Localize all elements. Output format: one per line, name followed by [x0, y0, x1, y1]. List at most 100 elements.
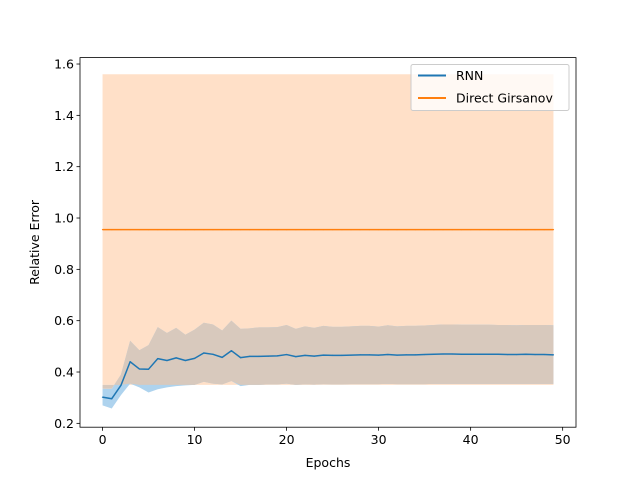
data-point	[258, 355, 260, 357]
data-point	[405, 354, 407, 356]
data-point	[460, 228, 463, 231]
data-point	[157, 228, 159, 231]
x-axis-label: Epochs	[306, 455, 351, 470]
data-point	[313, 228, 315, 231]
x-tick-label: 50	[555, 432, 571, 447]
data-point	[138, 228, 140, 231]
legend-label-direct-girsanov: Direct Girsanov	[456, 91, 553, 106]
data-point	[350, 228, 352, 231]
x-axis-ticks: 0 10 20 30 40 50	[99, 427, 571, 447]
data-point	[341, 354, 343, 356]
data-point	[442, 228, 444, 231]
data-point	[129, 361, 131, 363]
legend-box	[410, 64, 570, 111]
legend-label-rnn: RNN	[456, 68, 483, 83]
data-point	[350, 354, 352, 356]
data-point	[451, 228, 453, 231]
data-point	[304, 228, 306, 231]
data-point	[433, 353, 435, 355]
data-point	[221, 228, 223, 231]
data-point	[433, 228, 435, 231]
data-point	[424, 353, 426, 356]
data-point	[414, 354, 417, 356]
y-tick-label: 1.4	[54, 108, 74, 123]
data-point	[166, 359, 168, 362]
data-point	[166, 228, 168, 231]
y-tick-label: 1.0	[54, 211, 74, 226]
data-point	[387, 228, 389, 231]
data-point	[470, 228, 472, 231]
data-point	[405, 228, 407, 231]
data-point	[295, 356, 297, 358]
data-point	[138, 368, 140, 370]
data-point	[488, 353, 490, 355]
data-point	[295, 228, 297, 231]
x-tick-label: 0	[99, 432, 107, 447]
data-point	[267, 355, 269, 357]
points-rnn	[101, 350, 555, 400]
data-point	[451, 353, 453, 355]
data-point	[175, 357, 177, 359]
data-point	[285, 353, 288, 356]
series-lines	[101, 228, 555, 400]
data-point	[193, 228, 196, 231]
data-point	[111, 228, 113, 231]
data-point	[359, 228, 361, 231]
data-point	[101, 396, 104, 398]
x-tick-label: 10	[187, 432, 203, 447]
data-point	[221, 356, 223, 358]
data-point	[193, 357, 196, 360]
data-point	[516, 228, 518, 231]
data-point	[285, 228, 288, 231]
data-point	[497, 228, 499, 231]
data-point	[543, 228, 545, 231]
data-point	[322, 354, 324, 356]
data-point	[506, 353, 509, 356]
data-point	[212, 228, 214, 231]
data-point	[147, 228, 150, 231]
data-point	[203, 228, 205, 231]
data-point	[497, 353, 499, 355]
data-point	[534, 353, 536, 356]
data-point	[378, 354, 380, 356]
y-tick-label: 0.6	[54, 313, 74, 328]
data-point	[120, 384, 122, 386]
data-point	[525, 353, 527, 355]
data-point	[396, 228, 398, 231]
data-point	[239, 357, 242, 359]
data-point	[322, 228, 324, 231]
data-point	[442, 353, 444, 355]
data-point	[267, 228, 269, 231]
data-point	[424, 228, 426, 231]
data-point	[230, 350, 232, 352]
data-point	[184, 359, 186, 362]
y-tick-label: 0.4	[54, 365, 74, 380]
data-point	[157, 358, 159, 360]
data-point	[120, 228, 122, 231]
data-point	[258, 228, 260, 231]
data-point	[396, 354, 398, 356]
data-point	[332, 354, 334, 356]
data-point	[249, 228, 251, 231]
data-point	[479, 353, 481, 355]
data-point	[101, 228, 104, 231]
confidence-bands	[102, 74, 554, 409]
x-tick-label: 30	[371, 432, 387, 447]
data-point	[414, 228, 417, 231]
data-point	[175, 228, 177, 231]
x-tick-label: 40	[463, 432, 479, 447]
points-direct-girsanov	[101, 228, 555, 231]
data-point	[470, 353, 472, 355]
data-point	[230, 228, 232, 231]
data-point	[129, 228, 131, 231]
data-point	[276, 355, 278, 357]
line-rnn	[102, 349, 554, 400]
data-point	[460, 353, 463, 355]
axes-frame	[79, 57, 577, 428]
x-tick-label: 20	[279, 432, 295, 447]
data-point	[239, 228, 242, 231]
y-axis-ticks: 0.2 0.4 0.6 0.8 1.0 1.2 1.4 1.6	[54, 57, 80, 431]
data-point	[249, 355, 251, 357]
data-point	[506, 228, 509, 231]
